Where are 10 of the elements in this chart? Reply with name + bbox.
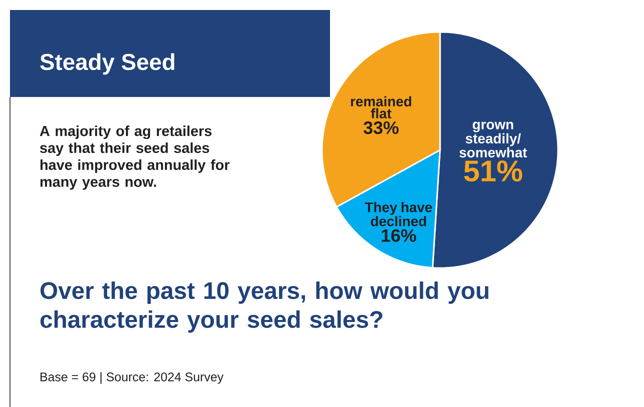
data-label: 51% <box>464 160 522 182</box>
slice-label: remained flat <box>351 96 412 118</box>
text: Steady Seed <box>40 53 174 75</box>
text: Over the past 10 years, how would you characterize your seed sales? <box>40 282 488 333</box>
data-label: 16% <box>382 229 416 242</box>
slice-label: They have declined <box>364 202 432 226</box>
slice-label: grown steadily/ somewhat <box>459 122 528 158</box>
data-label: 33% <box>364 121 399 134</box>
text: Base = 69 | Source: 2024 Survey <box>40 372 224 384</box>
text: A majority of ag retailers say that their seed sales have improved annually for many years now. <box>40 126 230 190</box>
